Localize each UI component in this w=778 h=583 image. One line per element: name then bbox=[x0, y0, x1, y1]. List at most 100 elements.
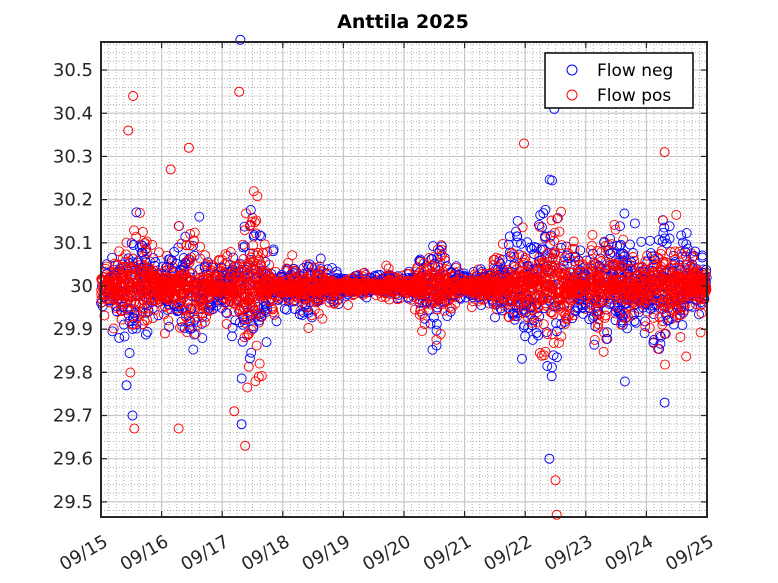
data-point bbox=[540, 346, 551, 357]
data-point bbox=[268, 307, 279, 318]
data-point bbox=[519, 257, 530, 268]
data-point bbox=[289, 304, 300, 314]
data-point bbox=[628, 252, 639, 262]
data-point bbox=[588, 294, 599, 305]
data-point bbox=[243, 361, 254, 372]
data-point bbox=[535, 210, 546, 221]
data-point bbox=[201, 259, 212, 270]
data-point bbox=[658, 227, 669, 238]
data-point bbox=[644, 322, 655, 333]
data-point bbox=[626, 257, 637, 268]
data-point bbox=[148, 253, 159, 264]
data-point bbox=[490, 312, 500, 323]
data-point bbox=[573, 255, 584, 266]
data-point bbox=[432, 252, 443, 263]
data-point bbox=[254, 230, 265, 241]
data-point bbox=[619, 208, 630, 219]
data-point bbox=[605, 298, 616, 309]
data-point bbox=[184, 315, 195, 326]
data-point bbox=[542, 361, 553, 371]
data-point bbox=[164, 321, 175, 332]
data-point bbox=[119, 331, 130, 342]
data-point bbox=[114, 246, 125, 257]
data-point bbox=[234, 280, 245, 291]
data-point bbox=[586, 283, 597, 294]
data-point bbox=[669, 246, 680, 257]
data-point bbox=[681, 228, 692, 239]
legend-label-flow-neg: Flow neg bbox=[597, 61, 673, 81]
data-point bbox=[551, 318, 562, 329]
data-point bbox=[567, 243, 578, 254]
data-point bbox=[610, 308, 621, 319]
data-point bbox=[179, 288, 190, 299]
data-point bbox=[664, 233, 675, 244]
data-point bbox=[592, 245, 603, 256]
data-point bbox=[121, 298, 132, 309]
data-point bbox=[287, 250, 298, 261]
data-point bbox=[125, 297, 136, 308]
data-point bbox=[173, 221, 184, 231]
data-point bbox=[637, 261, 647, 272]
data-point bbox=[488, 260, 499, 271]
data-point bbox=[592, 322, 603, 333]
data-point bbox=[419, 319, 430, 330]
data-point bbox=[497, 238, 508, 249]
data-point bbox=[238, 242, 249, 253]
data-point bbox=[589, 339, 600, 350]
data-point bbox=[359, 267, 370, 278]
data-point bbox=[436, 244, 447, 255]
data-point bbox=[545, 238, 556, 249]
data-point bbox=[532, 317, 543, 328]
data-point bbox=[440, 255, 450, 266]
y-tick-label: 29.7 bbox=[53, 406, 93, 427]
data-point bbox=[180, 312, 191, 323]
data-point bbox=[252, 191, 263, 202]
data-point bbox=[153, 310, 164, 321]
data-point bbox=[522, 312, 533, 323]
data-point bbox=[436, 241, 447, 252]
data-point bbox=[674, 246, 685, 257]
data-point bbox=[542, 248, 553, 259]
y-tick-label: 29.5 bbox=[53, 492, 93, 513]
data-point bbox=[586, 260, 597, 271]
data-point bbox=[173, 305, 184, 316]
data-point bbox=[431, 319, 442, 329]
data-point bbox=[261, 337, 272, 348]
data-point bbox=[127, 313, 138, 323]
data-point bbox=[512, 231, 523, 242]
data-point bbox=[523, 322, 534, 333]
data-point bbox=[569, 256, 580, 267]
data-point bbox=[140, 329, 151, 340]
data-point bbox=[177, 260, 188, 271]
data-point bbox=[517, 353, 527, 364]
data-point bbox=[256, 311, 267, 322]
data-point bbox=[584, 314, 595, 325]
data-point bbox=[604, 298, 615, 309]
data-point bbox=[417, 308, 428, 319]
data-point bbox=[238, 313, 249, 324]
data-point bbox=[188, 344, 199, 355]
y-tick-label: 30 bbox=[70, 276, 93, 297]
data-point bbox=[246, 325, 257, 335]
data-point bbox=[612, 240, 623, 251]
data-point bbox=[251, 340, 262, 351]
data-point bbox=[186, 323, 197, 334]
data-point bbox=[534, 221, 545, 232]
data-point bbox=[554, 337, 564, 348]
data-point bbox=[655, 338, 666, 349]
data-point bbox=[676, 299, 687, 310]
data-point bbox=[381, 260, 392, 271]
data-point bbox=[129, 225, 139, 236]
data-point bbox=[237, 336, 248, 347]
data-point bbox=[681, 260, 691, 271]
data-point bbox=[268, 246, 279, 257]
data-point bbox=[556, 240, 567, 251]
data-point bbox=[610, 224, 621, 235]
data-point bbox=[114, 332, 125, 343]
data-point bbox=[688, 251, 699, 262]
data-point bbox=[473, 264, 484, 275]
data-point bbox=[109, 258, 120, 269]
data-point bbox=[218, 268, 230, 279]
data-point bbox=[529, 249, 540, 259]
data-point bbox=[646, 251, 657, 262]
